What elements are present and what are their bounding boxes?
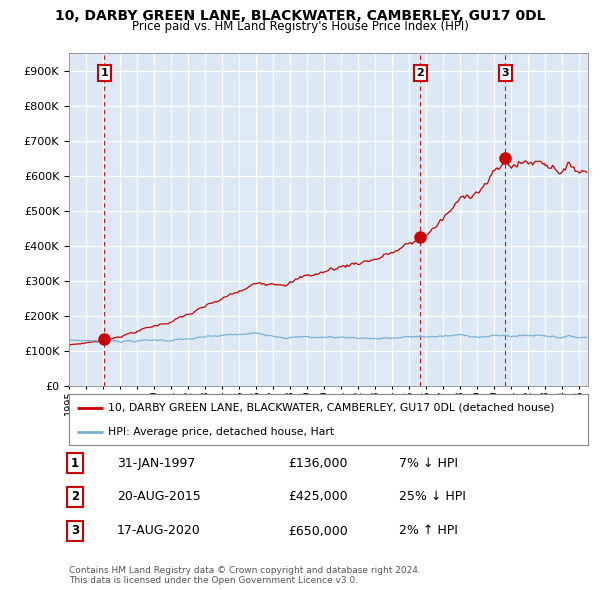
Text: £136,000: £136,000 <box>288 457 347 470</box>
Text: 1: 1 <box>71 457 79 470</box>
Text: 25% ↓ HPI: 25% ↓ HPI <box>399 490 466 503</box>
Text: 7% ↓ HPI: 7% ↓ HPI <box>399 457 458 470</box>
Text: 20-AUG-2015: 20-AUG-2015 <box>117 490 201 503</box>
Text: Contains HM Land Registry data © Crown copyright and database right 2024.
This d: Contains HM Land Registry data © Crown c… <box>69 566 421 585</box>
Text: HPI: Average price, detached house, Hart: HPI: Average price, detached house, Hart <box>108 428 334 437</box>
Text: 3: 3 <box>71 525 79 537</box>
Text: 31-JAN-1997: 31-JAN-1997 <box>117 457 196 470</box>
Text: 2: 2 <box>416 68 424 78</box>
Text: 2: 2 <box>71 490 79 503</box>
Text: 1: 1 <box>101 68 108 78</box>
Text: £425,000: £425,000 <box>288 490 347 503</box>
Text: 10, DARBY GREEN LANE, BLACKWATER, CAMBERLEY, GU17 0DL (detached house): 10, DARBY GREEN LANE, BLACKWATER, CAMBER… <box>108 402 554 412</box>
Text: 2% ↑ HPI: 2% ↑ HPI <box>399 525 458 537</box>
Text: £650,000: £650,000 <box>288 525 348 537</box>
Text: 3: 3 <box>502 68 509 78</box>
Text: 17-AUG-2020: 17-AUG-2020 <box>117 525 201 537</box>
Text: Price paid vs. HM Land Registry's House Price Index (HPI): Price paid vs. HM Land Registry's House … <box>131 20 469 33</box>
Text: 10, DARBY GREEN LANE, BLACKWATER, CAMBERLEY, GU17 0DL: 10, DARBY GREEN LANE, BLACKWATER, CAMBER… <box>55 9 545 24</box>
